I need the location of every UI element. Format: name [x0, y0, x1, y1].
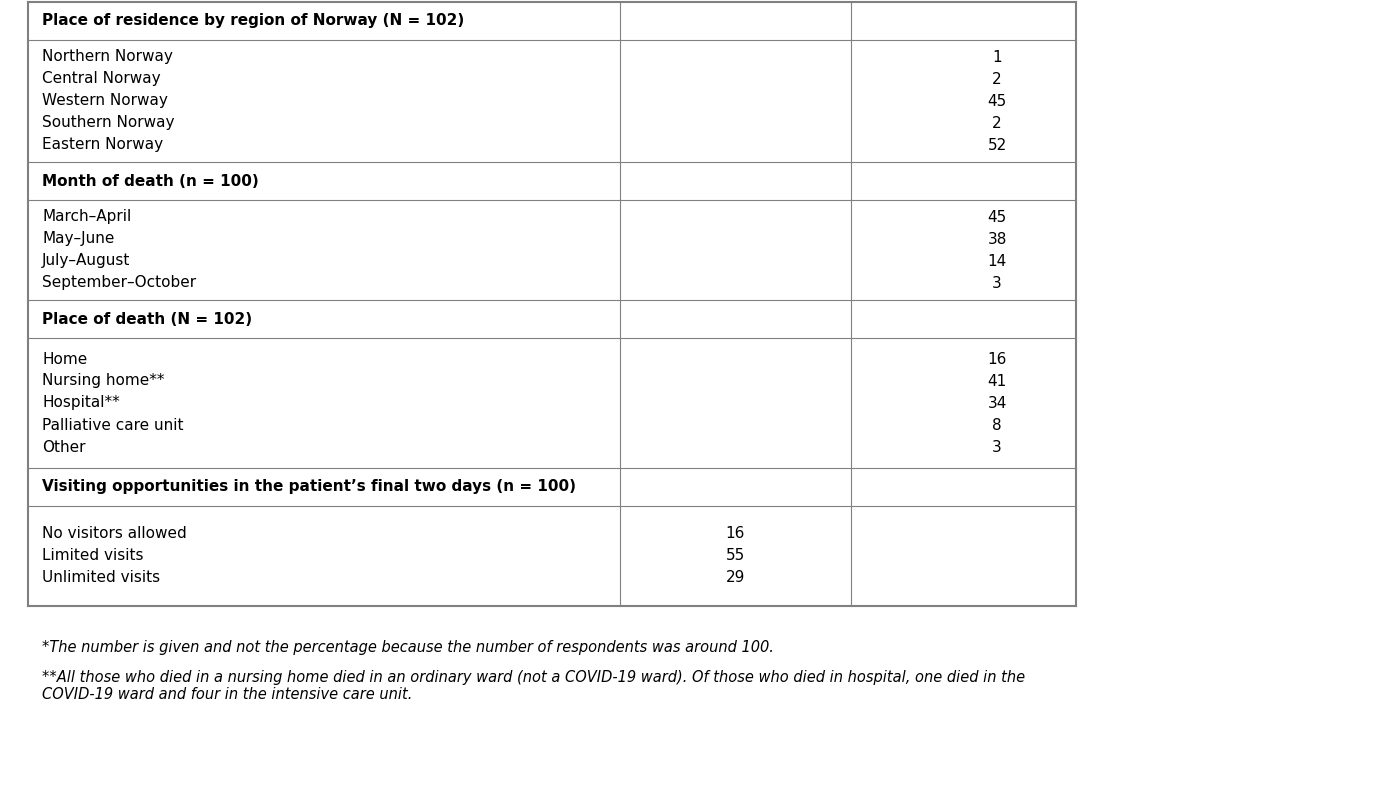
- Text: Central Norway: Central Norway: [42, 72, 161, 86]
- Text: Western Norway: Western Norway: [42, 94, 168, 108]
- Text: 34: 34: [987, 395, 1007, 410]
- Text: Visiting opportunities in the patient’s final two days (n = 100): Visiting opportunities in the patient’s …: [42, 479, 575, 494]
- Text: Eastern Norway: Eastern Norway: [42, 138, 164, 152]
- Text: **All those who died in a nursing home died in an ordinary ward (not a COVID-19 : **All those who died in a nursing home d…: [42, 670, 1025, 703]
- Text: Hospital**: Hospital**: [42, 395, 120, 410]
- Text: Home: Home: [42, 351, 87, 366]
- Text: 38: 38: [987, 232, 1007, 247]
- Text: No visitors allowed: No visitors allowed: [42, 527, 186, 542]
- Text: 45: 45: [987, 210, 1007, 225]
- Text: Unlimited visits: Unlimited visits: [42, 571, 160, 586]
- Text: 45: 45: [987, 94, 1007, 108]
- Text: 16: 16: [987, 351, 1007, 366]
- Text: 41: 41: [987, 373, 1007, 388]
- Text: Place of residence by region of Norway (N = 102): Place of residence by region of Norway (…: [42, 13, 465, 28]
- Text: Southern Norway: Southern Norway: [42, 116, 175, 130]
- Text: 2: 2: [993, 116, 1002, 130]
- Text: Palliative care unit: Palliative care unit: [42, 417, 183, 432]
- Text: 3: 3: [993, 276, 1002, 291]
- Text: Place of death (N = 102): Place of death (N = 102): [42, 311, 252, 326]
- Text: 55: 55: [725, 549, 745, 564]
- Text: Nursing home**: Nursing home**: [42, 373, 165, 388]
- Text: 3: 3: [993, 439, 1002, 454]
- Text: 29: 29: [725, 571, 745, 586]
- Text: May–June: May–June: [42, 232, 115, 247]
- Text: Month of death (n = 100): Month of death (n = 100): [42, 174, 259, 189]
- Text: 8: 8: [993, 417, 1002, 432]
- Text: 1: 1: [993, 50, 1002, 64]
- Text: Other: Other: [42, 439, 85, 454]
- Text: September–October: September–October: [42, 276, 196, 291]
- Text: 52: 52: [987, 138, 1007, 152]
- Text: July–August: July–August: [42, 254, 130, 269]
- Text: March–April: March–April: [42, 210, 132, 225]
- Text: Northern Norway: Northern Norway: [42, 50, 172, 64]
- Text: 2: 2: [993, 72, 1002, 86]
- Text: Limited visits: Limited visits: [42, 549, 143, 564]
- Text: 14: 14: [987, 254, 1007, 269]
- Text: 16: 16: [725, 527, 745, 542]
- Text: *The number is given and not the percentage because the number of respondents wa: *The number is given and not the percent…: [42, 640, 774, 655]
